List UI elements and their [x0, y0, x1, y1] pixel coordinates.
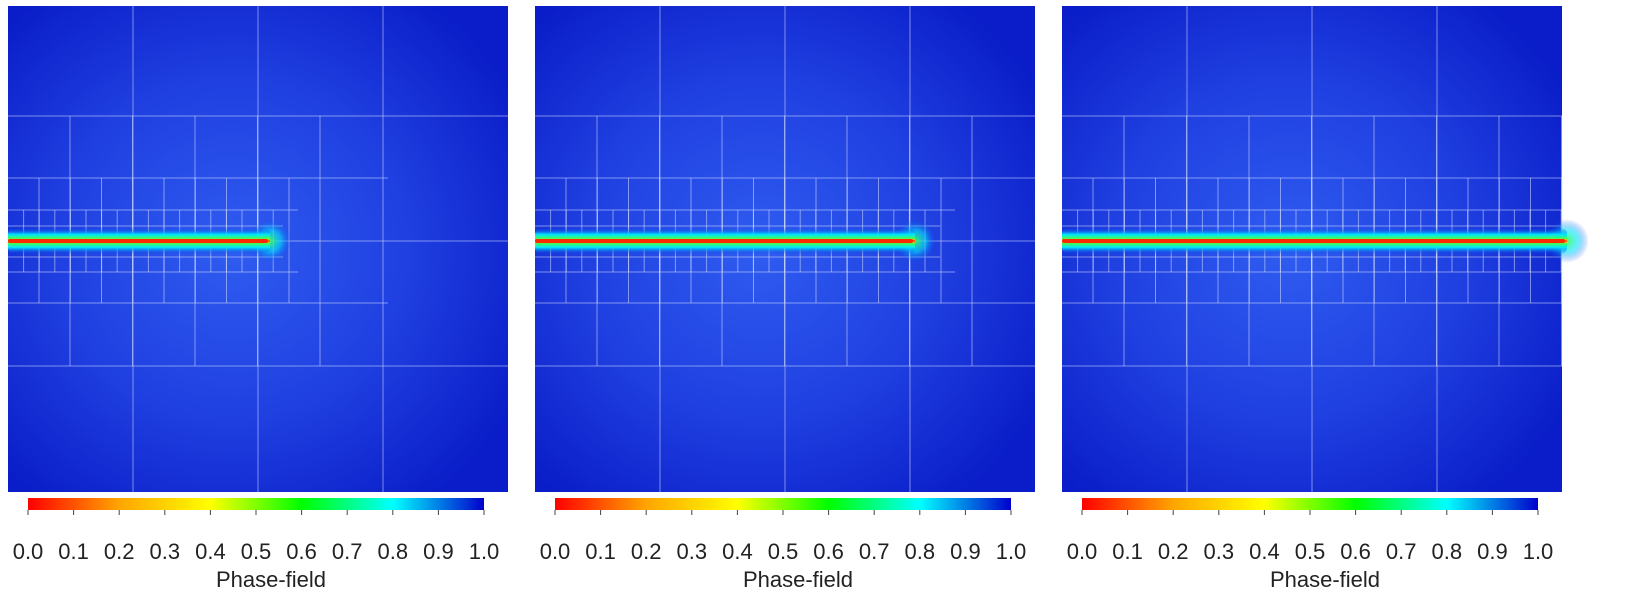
colorbar-tick-label: 0.6 — [286, 539, 317, 564]
colorbar-title: Phase-field — [215, 567, 327, 592]
panel-3: 0.0 0.1 0.2 0.3 0.4 0.5 0.6 0.7 0.8 0.9 1.0 Phase-f… — [1062, 0, 1588, 595]
colorbar-tick-label: 0.0 — [1066, 539, 1098, 564]
colorbar-tick-label: 0.5 — [1294, 539, 1326, 564]
colorbar-tick-label: 1.0 — [468, 539, 500, 564]
colorbar-tick-label: 0.7 — [331, 539, 363, 564]
colorbar-tick-label: 0.9 — [423, 539, 454, 564]
colorbar-tick-label: 0.9 — [1477, 539, 1508, 564]
phase-field-plot — [8, 6, 508, 515]
colorbar-tick-label: 0.8 — [904, 539, 936, 564]
colorbar-tick-label: 0.8 — [377, 539, 409, 564]
colorbar-tick-labels: 0.0 0.1 0.2 0.3 0.4 0.5 0.6 0.7 0.8 0.9 1.0 — [535, 540, 1061, 564]
phase-field-plot — [1062, 6, 1588, 515]
colorbar-tick-label: 0.9 — [950, 539, 981, 564]
colorbar-tick-label: 0.2 — [1157, 539, 1189, 564]
colorbar-tick-label: 0.7 — [858, 539, 890, 564]
crack-core — [8, 239, 268, 243]
colorbar-tick-label: 0.6 — [1340, 539, 1371, 564]
phase-field-plot — [535, 6, 1035, 515]
colorbar-tick-label: 1.0 — [995, 539, 1027, 564]
colorbar-tick-label: 0.3 — [1203, 539, 1235, 564]
colorbar-tick-label: 0.0 — [539, 539, 571, 564]
mesh-grid — [535, 6, 1035, 492]
colorbar-tick-labels: 0.0 0.1 0.2 0.3 0.4 0.5 0.6 0.7 0.8 0.9 1.0 — [1062, 540, 1588, 564]
panel-2: 0.0 0.1 0.2 0.3 0.4 0.5 0.6 0.7 0.8 0.9 1.0 Phase-f… — [535, 0, 1061, 595]
colorbar-tick-label: 0.5 — [767, 539, 799, 564]
colorbar-tick-label: 0.3 — [676, 539, 708, 564]
colorbar-tick-label: 1.0 — [1522, 539, 1554, 564]
colorbar-tick-label: 0.2 — [103, 539, 135, 564]
colorbar-title: Phase-field — [1269, 567, 1381, 592]
colorbar — [555, 498, 1011, 510]
colorbar-tick-label: 0.1 — [58, 539, 89, 564]
colorbar — [1082, 498, 1538, 510]
colorbar-tick-label: 0.4 — [1249, 539, 1280, 564]
colorbar-tick-label: 0.2 — [630, 539, 662, 564]
crack-core — [535, 239, 913, 243]
colorbar — [28, 498, 484, 510]
colorbar-tick-label: 0.4 — [722, 539, 753, 564]
colorbar-tick-label: 0.6 — [813, 539, 844, 564]
colorbar-tick-label: 0.8 — [1431, 539, 1463, 564]
colorbar-tick-label: 0.3 — [149, 539, 181, 564]
crack-core — [1062, 239, 1565, 243]
colorbar-title: Phase-field — [742, 567, 854, 592]
colorbar-tick-label: 0.4 — [195, 539, 226, 564]
colorbar-tick-label: 0.1 — [585, 539, 616, 564]
panel-1: 0.0 0.1 0.2 0.3 0.4 0.5 0.6 0.7 0.8 0.9 1.0 Phase-f… — [8, 0, 534, 595]
colorbar-tick-label: 0.5 — [240, 539, 272, 564]
colorbar-tick-labels: 0.0 0.1 0.2 0.3 0.4 0.5 0.6 0.7 0.8 0.9 1.0 — [8, 540, 534, 564]
colorbar-tick-label: 0.0 — [12, 539, 44, 564]
colorbar-tick-label: 0.7 — [1385, 539, 1417, 564]
colorbar-tick-label: 0.1 — [1112, 539, 1143, 564]
